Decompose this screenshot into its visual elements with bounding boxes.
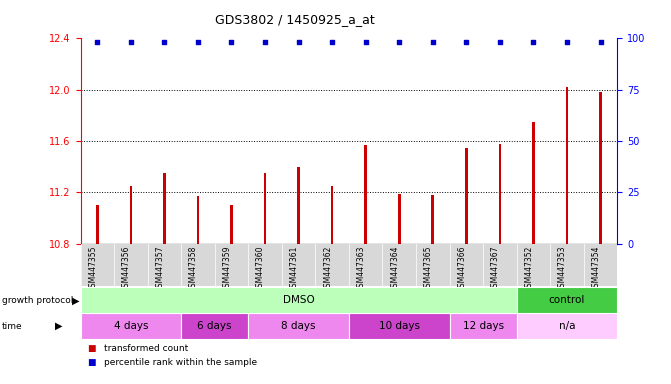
Point xyxy=(226,39,237,45)
Text: n/a: n/a xyxy=(559,321,575,331)
Text: growth protocol: growth protocol xyxy=(2,296,73,305)
Point xyxy=(495,39,505,45)
Text: GSM447358: GSM447358 xyxy=(189,246,198,292)
Bar xyxy=(81,287,517,313)
Text: GSM447364: GSM447364 xyxy=(391,246,399,293)
Text: GSM447359: GSM447359 xyxy=(223,246,231,293)
Text: GSM447357: GSM447357 xyxy=(156,246,164,293)
Bar xyxy=(465,147,468,244)
Point xyxy=(327,39,338,45)
Text: transformed count: transformed count xyxy=(104,344,189,353)
Bar xyxy=(264,173,266,244)
Bar xyxy=(163,173,166,244)
Text: GSM447367: GSM447367 xyxy=(491,246,500,293)
Point xyxy=(125,39,136,45)
Point xyxy=(193,39,203,45)
Text: GSM447355: GSM447355 xyxy=(89,246,97,293)
Bar xyxy=(248,313,349,339)
Text: 10 days: 10 days xyxy=(378,321,420,331)
Text: ■: ■ xyxy=(87,344,96,353)
Text: 8 days: 8 days xyxy=(281,321,316,331)
Text: GSM447354: GSM447354 xyxy=(592,246,601,293)
Point xyxy=(562,39,572,45)
Bar xyxy=(130,186,132,244)
Text: 12 days: 12 days xyxy=(462,321,504,331)
Point xyxy=(394,39,405,45)
Text: 4 days: 4 days xyxy=(113,321,148,331)
Point xyxy=(260,39,270,45)
Bar xyxy=(517,287,617,313)
Bar xyxy=(230,205,233,244)
Text: GSM447365: GSM447365 xyxy=(424,246,433,293)
Text: GSM447360: GSM447360 xyxy=(256,246,265,293)
Text: 6 days: 6 days xyxy=(197,321,232,331)
Bar xyxy=(96,205,99,244)
Point xyxy=(360,39,371,45)
Text: ■: ■ xyxy=(87,358,96,367)
Bar xyxy=(181,313,248,339)
Bar xyxy=(197,196,199,244)
Point xyxy=(159,39,170,45)
Text: GSM447361: GSM447361 xyxy=(290,246,299,292)
Bar xyxy=(599,92,602,244)
Bar xyxy=(450,313,517,339)
Text: GSM447366: GSM447366 xyxy=(458,246,466,293)
Text: percentile rank within the sample: percentile rank within the sample xyxy=(104,358,257,367)
Text: GSM447356: GSM447356 xyxy=(122,246,131,293)
Text: ▶: ▶ xyxy=(72,295,80,305)
Bar xyxy=(297,167,300,244)
Text: GSM447363: GSM447363 xyxy=(357,246,366,293)
Text: ▶: ▶ xyxy=(55,321,63,331)
Bar xyxy=(499,144,501,244)
Bar xyxy=(566,87,568,244)
Point xyxy=(461,39,472,45)
Text: GSM447352: GSM447352 xyxy=(525,246,533,292)
Bar xyxy=(349,313,450,339)
Bar xyxy=(431,195,434,244)
Bar xyxy=(331,186,333,244)
Text: GDS3802 / 1450925_a_at: GDS3802 / 1450925_a_at xyxy=(215,13,375,26)
Point xyxy=(92,39,103,45)
Bar xyxy=(398,194,401,244)
Text: control: control xyxy=(549,295,585,305)
Point xyxy=(293,39,304,45)
Bar xyxy=(81,313,181,339)
Text: GSM447353: GSM447353 xyxy=(558,246,567,293)
Text: DMSO: DMSO xyxy=(282,295,315,305)
Point xyxy=(427,39,438,45)
Bar xyxy=(517,313,617,339)
Point xyxy=(528,39,539,45)
Point xyxy=(595,39,606,45)
Text: time: time xyxy=(2,321,23,331)
Bar xyxy=(532,122,535,244)
Text: GSM447362: GSM447362 xyxy=(323,246,332,292)
Bar xyxy=(364,145,367,244)
